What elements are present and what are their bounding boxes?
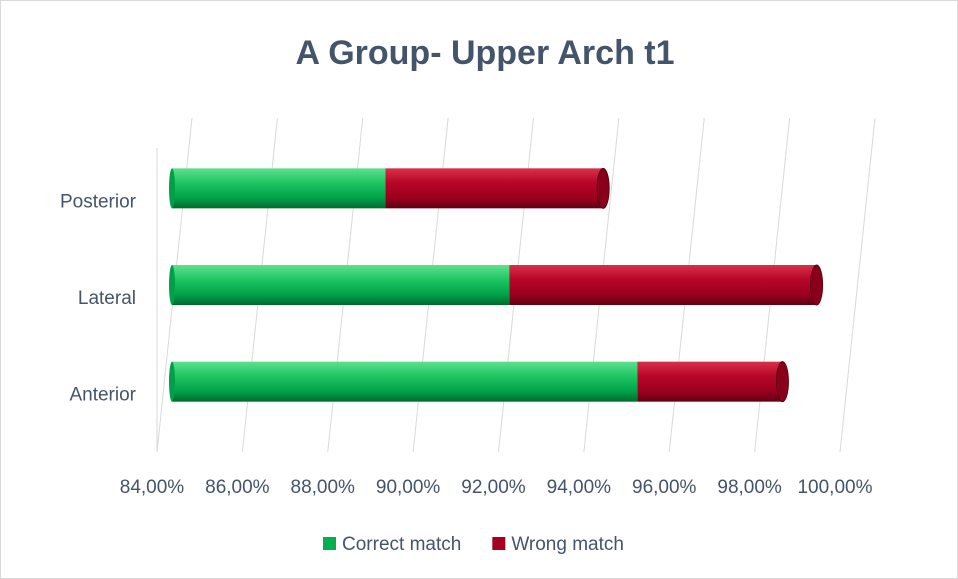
bar <box>385 168 604 209</box>
bar-cap <box>169 168 175 209</box>
x-tick-label: 96,00% <box>632 477 697 498</box>
x-tick-label: 88,00% <box>291 477 356 498</box>
x-tick-label: 94,00% <box>547 477 612 498</box>
bar-cap <box>169 265 175 305</box>
y-tick-label: Lateral <box>78 288 136 309</box>
bar <box>637 361 783 402</box>
x-tick-label: 98,00% <box>717 477 782 498</box>
bar-cap <box>596 167 610 209</box>
grid-line <box>839 117 876 453</box>
bar <box>172 361 638 402</box>
bar-cap <box>775 361 789 403</box>
y-tick-label: Posterior <box>60 191 137 212</box>
legend-label: Wrong match <box>511 534 624 555</box>
bar <box>172 265 510 305</box>
bar <box>172 168 386 209</box>
x-tick-label: 90,00% <box>376 477 441 498</box>
legend-swatch <box>492 537 506 550</box>
x-tick-label: 84,00% <box>120 477 185 498</box>
x-tick-label: 100,00% <box>797 477 872 498</box>
legend-label: Correct match <box>342 534 461 555</box>
legend-swatch <box>323 537 336 550</box>
x-tick-label: 86,00% <box>205 477 270 498</box>
x-tick-label: 92,00% <box>461 477 526 498</box>
bar-cap <box>810 264 824 306</box>
y-tick-label: Anterior <box>69 385 136 406</box>
chart-title: A Group- Upper Arch t1 <box>295 34 674 72</box>
bar <box>509 265 817 305</box>
bar-cap <box>169 361 175 402</box>
